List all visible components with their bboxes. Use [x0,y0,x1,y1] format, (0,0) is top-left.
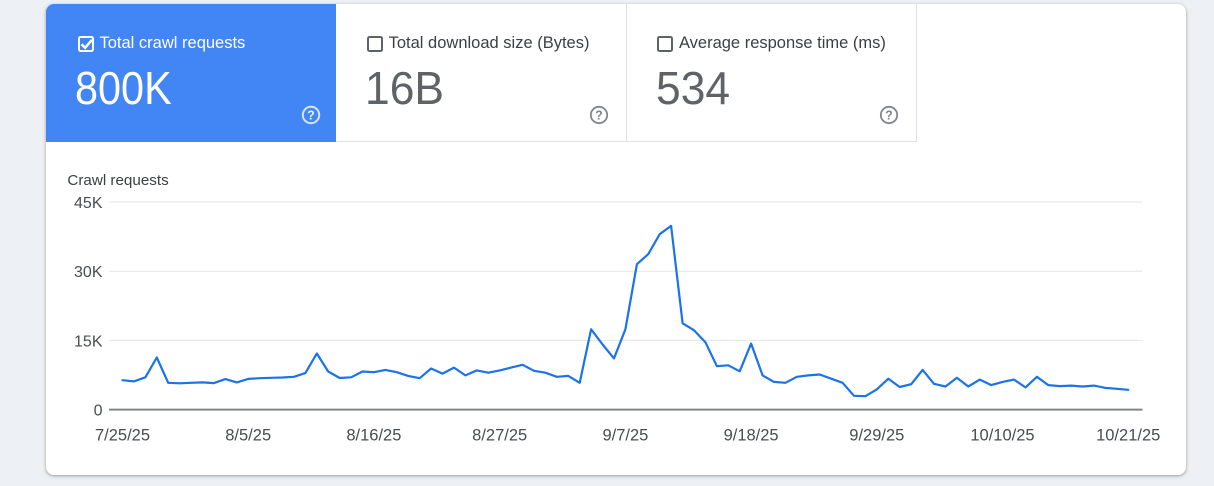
svg-text:30K: 30K [74,264,103,281]
svg-text:8/27/25: 8/27/25 [472,427,527,445]
svg-text:45K: 45K [74,195,103,212]
svg-text:9/29/25: 9/29/25 [849,427,904,445]
svg-text:?: ? [595,109,603,123]
svg-text:Crawl requests: Crawl requests [67,172,169,189]
svg-text:9/7/25: 9/7/25 [602,427,648,445]
svg-text:9/18/25: 9/18/25 [724,427,779,445]
svg-text:?: ? [886,109,894,123]
svg-text:10/10/25: 10/10/25 [970,427,1034,445]
svg-text:15K: 15K [74,333,103,350]
svg-text:0: 0 [94,403,103,420]
svg-text:?: ? [307,108,315,122]
svg-text:8/16/25: 8/16/25 [346,427,401,445]
svg-text:7/25/25: 7/25/25 [95,427,150,445]
svg-text:8/5/25: 8/5/25 [225,427,271,445]
svg-text:10/21/25: 10/21/25 [1096,427,1160,445]
